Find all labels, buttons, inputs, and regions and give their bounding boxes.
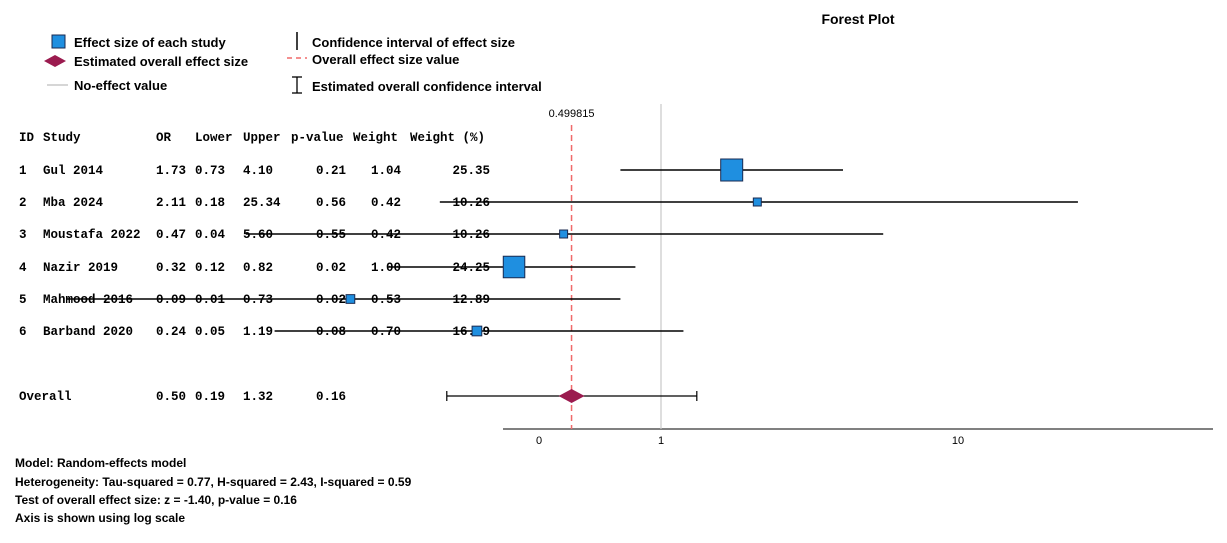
overall-or: 0.50: [156, 390, 186, 404]
row-weight: 1.04: [371, 164, 402, 178]
table-header: ID Study OR Lower Upper p-value Weight W…: [19, 131, 485, 145]
footer-test: Test of overall effect size: z = -1.40, …: [15, 493, 297, 507]
row-weight: 0.42: [371, 196, 401, 210]
row-id: 6: [19, 325, 27, 339]
row-pvalue: 0.21: [316, 164, 346, 178]
row-weight: 0.53: [371, 293, 401, 307]
row-weight-pct: 16.99: [452, 325, 490, 339]
row-upper: 0.73: [243, 293, 273, 307]
overall-pvalue: 0.16: [316, 390, 346, 404]
table-row-overall: Overall 0.50 0.19 1.32 0.16: [19, 390, 346, 404]
row-or: 1.73: [156, 164, 186, 178]
row-id: 3: [19, 228, 27, 242]
row-weight-pct: 10.26: [452, 196, 490, 210]
legend-effect-size: Effect size of each study: [74, 35, 226, 50]
row-weight-pct: 12.89: [452, 293, 490, 307]
overall-upper: 1.32: [243, 390, 273, 404]
row-pvalue: 0.02: [316, 293, 346, 307]
table-rows: 1 Gul 2014 1.73 0.73 4.10 0.21 1.04 25.35 2 Mba 2…: [19, 164, 490, 404]
x-tick-label: 1: [658, 435, 664, 447]
legend-ci: Confidence interval of effect size: [312, 35, 515, 50]
footer-axis-note: Axis is shown using log scale: [15, 511, 185, 525]
effect-square: [559, 229, 569, 239]
col-header-weight-pct: Weight (%): [410, 131, 485, 145]
overall-diamond: [558, 389, 585, 403]
col-header-upper: Upper: [243, 131, 281, 145]
row-or: 0.47: [156, 228, 186, 242]
overall-label: Overall: [19, 390, 72, 404]
row-study: Gul 2014: [43, 164, 104, 178]
row-or: 0.09: [156, 293, 186, 307]
table-row: 6 Barband 2020 0.24 0.05 1.19 0.08 0.70 16.99: [19, 325, 490, 339]
row-study: Moustafa 2022: [43, 228, 141, 242]
effect-square: [752, 197, 762, 207]
row-lower: 0.01: [195, 293, 225, 307]
row-or: 2.11: [156, 196, 186, 210]
col-header-study: Study: [43, 131, 81, 145]
legend-no-effect: No-effect value: [74, 78, 167, 93]
legend-overall-effect: Estimated overall effect size: [74, 54, 248, 69]
row-upper: 25.34: [243, 196, 281, 210]
legend-overall-ci: Estimated overall confidence interval: [312, 79, 542, 94]
row-weight-pct: 24.25: [452, 261, 490, 275]
row-id: 5: [19, 293, 27, 307]
col-header-weight: Weight: [353, 131, 398, 145]
row-study: Mahmood 2016: [43, 293, 133, 307]
col-header-lower: Lower: [195, 131, 233, 145]
plot-area: 0.499815 0 1 10: [67, 104, 1213, 447]
table-row: 5 Mahmood 2016 0.09 0.01 0.73 0.02 0.53 12.89: [19, 293, 490, 307]
row-lower: 0.05: [195, 325, 225, 339]
row-lower: 0.18: [195, 196, 225, 210]
row-lower: 0.04: [195, 228, 226, 242]
col-header-pvalue: p-value: [291, 131, 344, 145]
row-lower: 0.12: [195, 261, 225, 275]
row-upper: 4.10: [243, 164, 273, 178]
row-pvalue: 0.55: [316, 228, 346, 242]
row-weight: 0.70: [371, 325, 401, 339]
row-weight: 1.00: [371, 261, 401, 275]
legend-overall-value: Overall effect size value: [312, 52, 459, 67]
row-weight: 0.42: [371, 228, 401, 242]
row-study: Mba 2024: [43, 196, 104, 210]
row-upper: 5.60: [243, 228, 273, 242]
row-upper: 0.82: [243, 261, 273, 275]
row-pvalue: 0.56: [316, 196, 346, 210]
effect-square: [345, 294, 356, 304]
row-or: 0.32: [156, 261, 186, 275]
legend-overall-ci-icon: [292, 76, 302, 94]
effect-square: [502, 255, 526, 279]
x-tick-label: 10: [952, 435, 964, 447]
effect-square: [471, 325, 483, 337]
row-weight-pct: 10.26: [452, 228, 490, 242]
table-row: 1 Gul 2014 1.73 0.73 4.10 0.21 1.04 25.35: [19, 164, 490, 178]
row-study: Barband 2020: [43, 325, 133, 339]
row-lower: 0.73: [195, 164, 225, 178]
table-row: 4 Nazir 2019 0.32 0.12 0.82 0.02 1.00 24.25: [19, 261, 490, 275]
row-id: 1: [19, 164, 27, 178]
chart-title: Forest Plot: [821, 11, 894, 27]
table-row: 3 Moustafa 2022 0.47 0.04 5.60 0.55 0.42 10.26: [19, 228, 490, 242]
col-header-id: ID: [19, 131, 35, 145]
legend-diamond-icon: [44, 55, 66, 67]
x-tick-label: 0: [536, 435, 542, 447]
footer-heterogeneity: Heterogeneity: Tau-squared = 0.77, H-squ…: [15, 475, 412, 489]
footer: Model: Random-effects model Heterogeneit…: [15, 456, 412, 525]
overall-lower: 0.19: [195, 390, 225, 404]
table-row: 2 Mba 2024 2.11 0.18 25.34 0.56 0.42 10.26: [19, 196, 490, 210]
row-pvalue: 0.02: [316, 261, 346, 275]
effect-square: [720, 158, 744, 182]
footer-model: Model: Random-effects model: [15, 456, 186, 470]
row-pvalue: 0.08: [316, 325, 346, 339]
row-upper: 1.19: [243, 325, 273, 339]
overall-effect-label: 0.499815: [549, 108, 595, 120]
row-weight-pct: 25.35: [452, 164, 490, 178]
row-id: 4: [19, 261, 27, 275]
col-header-or: OR: [156, 131, 172, 145]
legend-square-icon: [51, 34, 66, 49]
legend: Effect size of each study Estimated over…: [44, 32, 542, 94]
row-or: 0.24: [156, 325, 187, 339]
row-id: 2: [19, 196, 27, 210]
row-study: Nazir 2019: [43, 261, 118, 275]
